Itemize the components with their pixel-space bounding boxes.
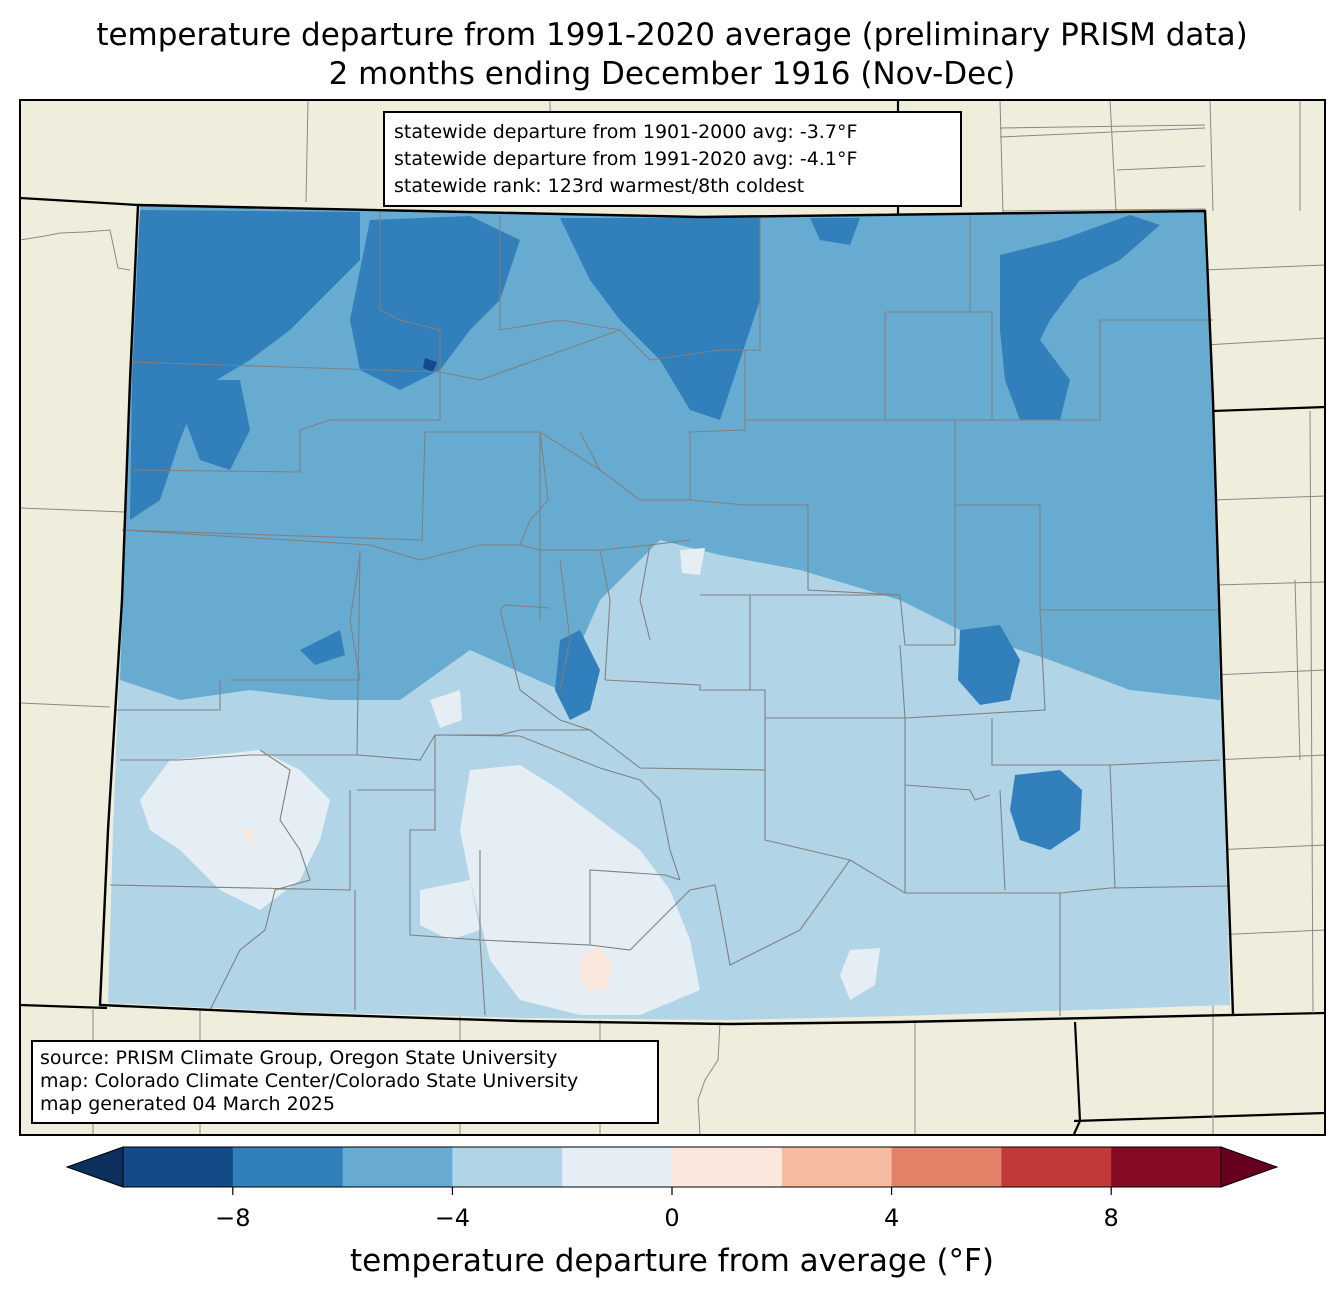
map-frame	[19, 99, 1326, 1136]
colorbar-tick-label: 0	[664, 1204, 680, 1232]
stats-rank: statewide rank: 123rd warmest/8th coldes…	[394, 175, 805, 197]
credit-generated: map generated 04 March 2025	[40, 1093, 335, 1115]
colorbar-segment	[562, 1147, 673, 1187]
colorbar-segments	[123, 1147, 1222, 1187]
contour-0-plus2	[243, 826, 612, 992]
credit-map: map: Colorado Climate Center/Colorado St…	[40, 1070, 579, 1092]
colorado-state	[98, 203, 1235, 1026]
map-subtitle: 2 months ending December 1916 (Nov-Dec)	[328, 56, 1016, 92]
colorbar	[65, 1146, 1279, 1195]
colorado-border	[98, 203, 1235, 1026]
colorbar-segment	[781, 1147, 893, 1187]
stats-departure-1991-2020: statewide departure from 1991-2020 avg: …	[394, 148, 858, 170]
colorbar-segment	[1001, 1147, 1112, 1187]
statewide-stats-box: statewide departure from 1901-2000 avg: …	[383, 111, 962, 207]
colorbar-segment	[232, 1147, 344, 1187]
contour-minus2-0	[140, 548, 880, 1015]
colorbar-segment	[1111, 1147, 1222, 1187]
colorbar-tick-label: −8	[215, 1204, 251, 1232]
credits-box: source: PRISM Climate Group, Oregon Stat…	[31, 1040, 659, 1124]
colorado-county-lines	[109, 210, 1229, 1016]
credit-source: source: PRISM Climate Group, Oregon Stat…	[40, 1047, 558, 1069]
colorbar-over-arrow	[1220, 1146, 1279, 1188]
colorbar-tick-label: −4	[434, 1204, 471, 1232]
stats-departure-1901-2000: statewide departure from 1901-2000 avg: …	[394, 121, 858, 143]
map-title: temperature departure from 1991-2020 ave…	[96, 17, 1248, 53]
colorbar-tick-label: 4	[883, 1204, 900, 1232]
contour-minus8-minus6	[130, 210, 1160, 850]
colorbar-segment	[672, 1147, 783, 1187]
colorbar-label: temperature departure from average (°F)	[350, 1243, 994, 1279]
colorbar-segment	[452, 1147, 563, 1187]
colorbar-segment	[891, 1147, 1002, 1187]
colorbar-segment	[123, 1147, 234, 1187]
colorbar-tick-marks	[232, 1187, 1112, 1195]
colorbar-tick-label: 8	[1103, 1204, 1119, 1232]
colorbar-segment	[342, 1147, 453, 1187]
contour-minus10-minus8	[423, 358, 437, 372]
colorbar-under-arrow	[65, 1146, 124, 1188]
